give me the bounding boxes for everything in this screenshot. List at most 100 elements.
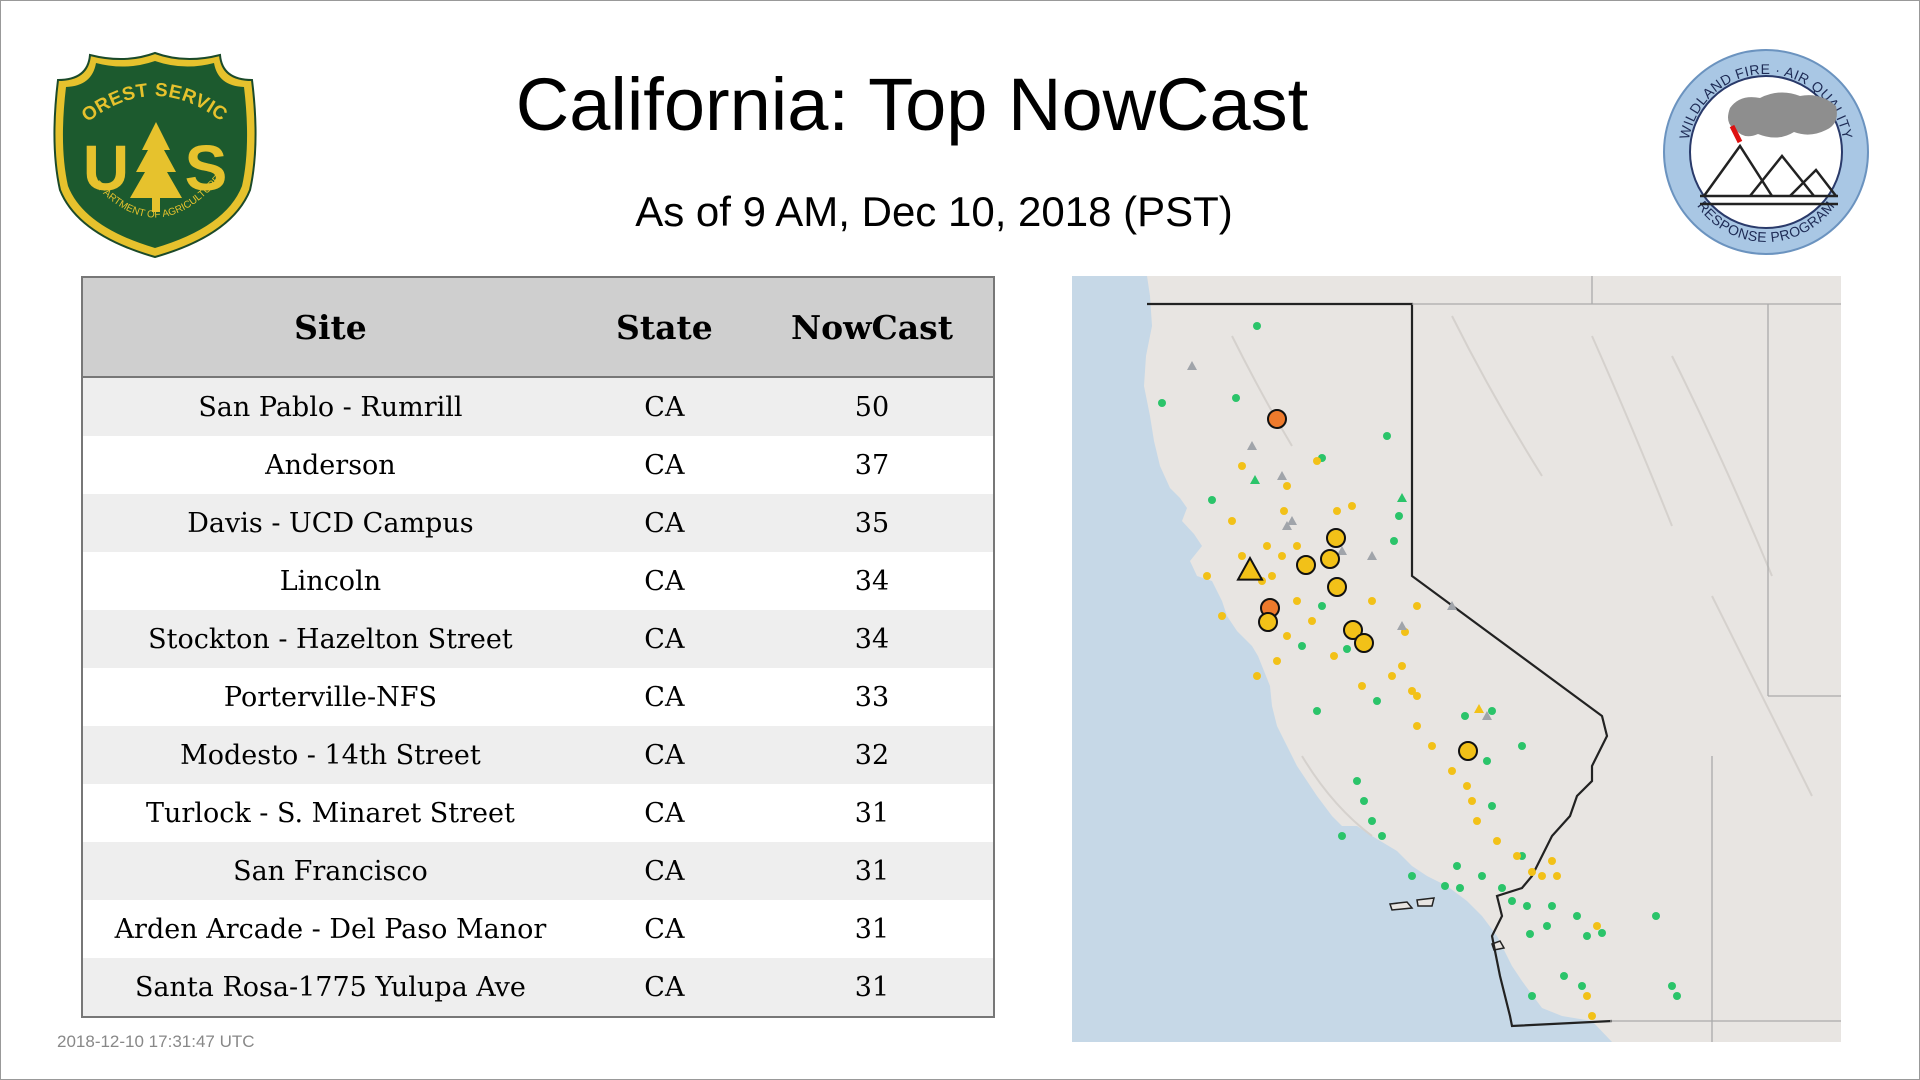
site-marker-good [1573, 912, 1581, 920]
land [1144, 276, 1841, 1042]
site-marker-moderate [1588, 1012, 1596, 1020]
mountains-icon [1700, 143, 1838, 206]
cell-site: Arden Arcade - Del Paso Manor [83, 900, 578, 958]
page-title: California: Top NowCast [515, 63, 1309, 146]
cell-state: CA [577, 552, 751, 610]
cell-nowcast: 31 [750, 842, 993, 900]
site-marker-moderate [1268, 572, 1276, 580]
usfs-shield-logo: FOREST SERVICE DEPARTMENT OF AGRICULTURE… [50, 50, 257, 259]
site-marker-good [1343, 645, 1351, 653]
site-marker-good [1360, 797, 1368, 805]
cell-site: San Francisco [83, 842, 578, 900]
site-marker-moderate [1448, 767, 1456, 775]
cell-site: Porterville-NFS [83, 668, 578, 726]
site-marker-good [1488, 707, 1496, 715]
table-row: Anderson CA 37 [83, 436, 993, 494]
site-marker-good [1578, 982, 1586, 990]
california-border [1147, 302, 1613, 1028]
site-marker-moderate [1473, 817, 1481, 825]
cell-site: Lincoln [83, 552, 578, 610]
site-marker-moderate [1553, 872, 1561, 880]
terrain-shading [1231, 315, 1813, 837]
site-marker-moderate [1463, 782, 1471, 790]
site-marker-good [1318, 602, 1326, 610]
site-marker-moderate [1348, 502, 1356, 510]
site-marker-unavailable [1367, 551, 1377, 560]
generated-timestamp: 2018-12-10 17:31:47 UTC [57, 1032, 255, 1051]
cell-state: CA [577, 784, 751, 842]
site-marker-usg-large [1267, 409, 1287, 429]
site-marker-moderate [1273, 657, 1281, 665]
site-marker-good [1526, 930, 1534, 938]
table-row: Lincoln CA 34 [83, 552, 993, 610]
site-marker-unavailable [1337, 546, 1347, 555]
site-marker-unavailable [1247, 441, 1257, 450]
table-header-row: Site State NowCast [83, 278, 993, 378]
cell-site: Santa Rosa-1775 Yulupa Ave [83, 958, 578, 1016]
site-marker-moderate [1330, 652, 1338, 660]
table-row: Arden Arcade - Del Paso Manor CA 31 [83, 900, 993, 958]
site-marker-moderate [1293, 542, 1301, 550]
site-marker-good [1390, 537, 1398, 545]
cell-nowcast: 34 [750, 610, 993, 668]
site-marker-good [1298, 642, 1306, 650]
site-marker-moderate-large [1458, 741, 1478, 761]
fire-flag-icon [1729, 124, 1743, 144]
cell-state: CA [577, 494, 751, 552]
table-row: San Pablo - Rumrill CA 50 [83, 377, 993, 436]
cell-nowcast: 37 [750, 436, 993, 494]
cell-state: CA [577, 377, 751, 436]
site-marker-good [1158, 399, 1166, 407]
site-marker-moderate [1538, 872, 1546, 880]
table-row: Porterville-NFS CA 33 [83, 668, 993, 726]
site-marker-moderate-large [1354, 633, 1374, 653]
site-marker-good [1395, 512, 1403, 520]
site-marker-moderate [1238, 552, 1246, 560]
site-marker-moderate [1528, 868, 1536, 876]
site-marker-good-triangle [1397, 493, 1407, 502]
table-row: Modesto - 14th Street CA 32 [83, 726, 993, 784]
site-marker-good [1548, 902, 1556, 910]
site-marker-good [1583, 932, 1591, 940]
site-marker-moderate [1263, 542, 1271, 550]
cell-site: Turlock - S. Minaret Street [83, 784, 578, 842]
site-marker-moderate [1593, 922, 1601, 930]
site-marker-moderate-large [1327, 577, 1347, 597]
site-marker-unavailable [1187, 361, 1197, 370]
cell-state: CA [577, 842, 751, 900]
site-marker-moderate [1218, 612, 1226, 620]
site-marker-moderate [1358, 682, 1366, 690]
site-marker-good [1598, 929, 1606, 937]
page-subtitle: As of 9 AM, Dec 10, 2018 (PST) [635, 188, 1233, 235]
site-marker-moderate [1413, 692, 1421, 700]
site-marker-good [1338, 832, 1346, 840]
site-marker-good [1408, 872, 1416, 880]
cell-state: CA [577, 668, 751, 726]
site-marker-good [1483, 757, 1491, 765]
site-marker-moderate [1548, 857, 1556, 865]
site-marker-unavailable [1397, 621, 1407, 630]
pine-tree-icon [130, 122, 182, 212]
site-marker-good [1523, 902, 1531, 910]
site-marker-good [1253, 322, 1261, 330]
site-marker-good [1488, 802, 1496, 810]
cell-state: CA [577, 958, 751, 1016]
site-marker-good [1373, 697, 1381, 705]
cell-site: San Pablo - Rumrill [83, 377, 578, 436]
cell-state: CA [577, 726, 751, 784]
site-marker-moderate [1293, 597, 1301, 605]
table-row: Davis - UCD Campus CA 35 [83, 494, 993, 552]
site-marker-moderate [1238, 462, 1246, 470]
cell-nowcast: 35 [750, 494, 993, 552]
site-marker-good [1383, 432, 1391, 440]
site-marker-moderate [1283, 482, 1291, 490]
cell-state: CA [577, 900, 751, 958]
site-marker-unavailable [1282, 521, 1292, 530]
monitor-sites [1158, 322, 1681, 1020]
site-marker-moderate [1368, 597, 1376, 605]
site-marker-moderate [1583, 992, 1591, 1000]
site-marker-good [1498, 884, 1506, 892]
site-marker-moderate [1468, 797, 1476, 805]
cell-site: Davis - UCD Campus [83, 494, 578, 552]
cell-nowcast: 31 [750, 958, 993, 1016]
